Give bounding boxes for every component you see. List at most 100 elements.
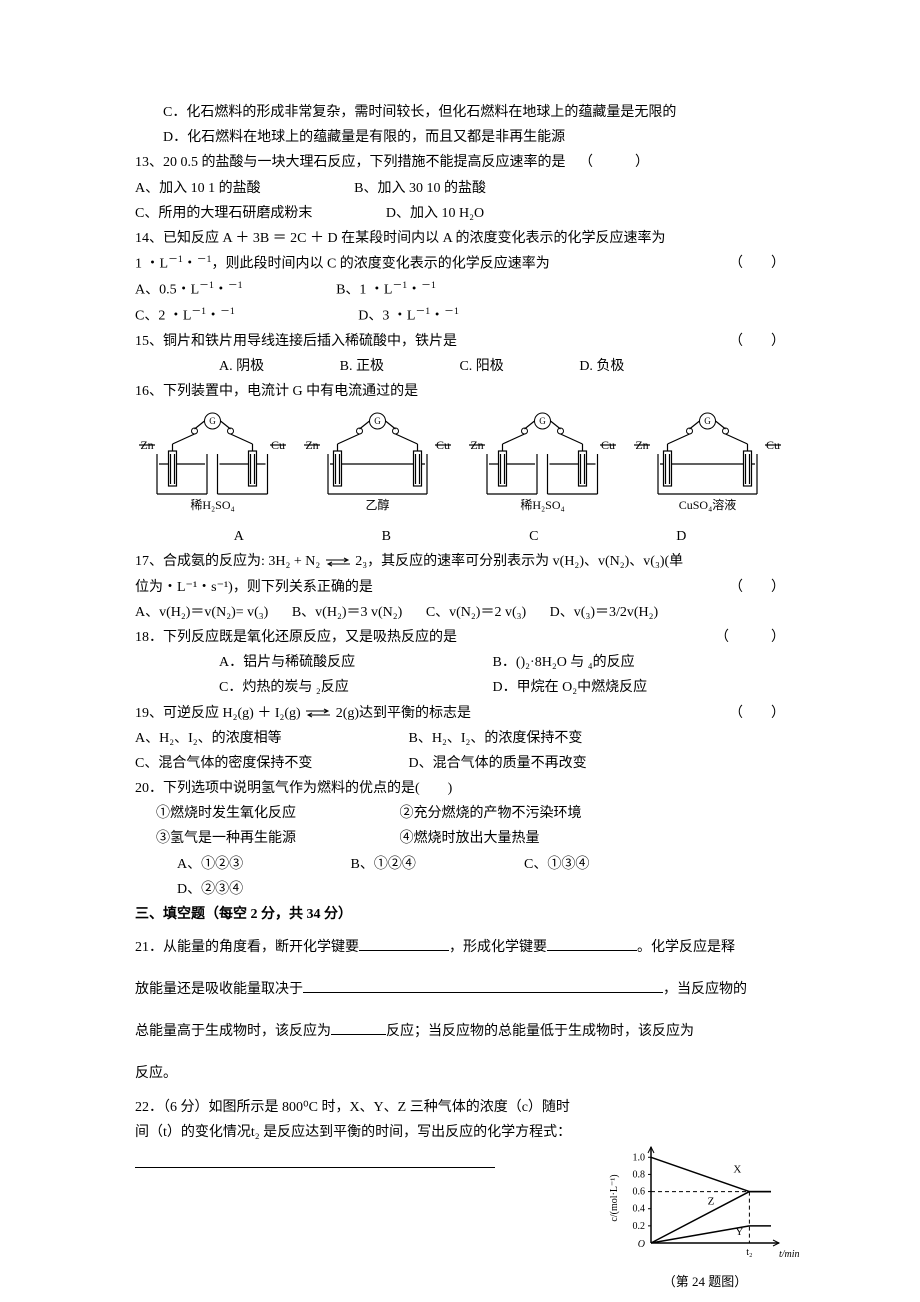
q18-d: D．甲烷在 O₂中燃烧反应 [451, 675, 648, 700]
circuit-diagram-C: GZnCu稀H₂SO₄ [465, 409, 620, 519]
q17-paren: （ ） [729, 575, 785, 600]
q17-stem-line2: 位为・L⁻¹・s⁻¹)，则下列关系正确的是 （ ） [135, 575, 785, 600]
q14-stem1: 14、已知反应 A ＋ 3B ＝ 2C ＋ D 在某段时间内以 A 的浓度变化表… [135, 226, 785, 251]
svg-text:乙醇: 乙醇 [365, 497, 389, 512]
q20-stem: 20．下列选项中说明氢气作为燃料的优点的是( ) [135, 776, 785, 801]
circuit-letter-B: B [313, 524, 461, 549]
q19-d: D、混合气体的质量不再改变 [409, 751, 587, 776]
q15-b: B. 正极 [298, 354, 384, 379]
q14-opts-cd: C、2 ・L－1・－1 D、3 ・L－1・－1 [135, 303, 785, 329]
q22-graph-wrap: 0.20.40.60.81.0Oc/(mol·L⁻¹)t/mint₂XZY （第… [605, 1135, 805, 1293]
q17-a: A、v(H₂)＝v(N₂)= v(₃) [135, 600, 268, 625]
q15-d: D. 负极 [537, 354, 624, 379]
q21-l4: 反应。 [135, 1053, 785, 1095]
circuit-diagram-D: GZnCuCuSO₄溶液 [630, 409, 785, 519]
q20-d: D、②③④ [177, 877, 243, 902]
q14-paren: （ ） [729, 251, 785, 276]
q21-l2: 放能量还是吸收能量取决于，当反应物的 [135, 969, 785, 1011]
q18-paren: （ ） [715, 625, 785, 650]
q15-stem: 15、铜片和铁片用导线连接后插入稀硫酸中，铁片是 [135, 334, 457, 349]
svg-text:t/min: t/min [779, 1249, 800, 1260]
q12-option-d: D．化石燃料在地球上的蕴藏量是有限的，而且又都是非再生能源 [135, 125, 785, 150]
q17-d: D、v(₃)＝3/2v(H₂) [550, 600, 659, 625]
q18-a: A．铝片与稀硫酸反应 [177, 650, 417, 675]
q17-opts: A、v(H₂)＝v(N₂)= v(₃) B、v(H₂)＝3 v(N₂) C、v(… [135, 600, 785, 625]
q14-s2-mid: ・ [183, 257, 197, 272]
q15-opts: A. 阴极 B. 正极 C. 阳极 D. 负极 [135, 354, 785, 379]
q19-a: A、H₂、I₂、的浓度相等 [135, 726, 375, 751]
q14-s2-sup2: －1 [197, 254, 212, 265]
q20-i4: ④燃烧时放出大量热量 [400, 831, 540, 846]
q14-stem2-pre: 1 ・L [135, 257, 168, 272]
q13-stem-line: 13、20 0.5 的盐酸与一块大理石反应，下列措施不能提高反应速率的是 （ ） [135, 150, 785, 175]
svg-text:CuSO₄溶液: CuSO₄溶液 [679, 497, 737, 512]
q20-items-34: ③氢气是一种再生能源 ④燃烧时放出大量热量 [135, 826, 785, 851]
q19-c: C、混合气体的密度保持不变 [135, 751, 375, 776]
q13-opts-ab: A、加入 10 1 的盐酸 B、加入 30 10 的盐酸 [135, 176, 785, 201]
q19-opts-ab: A、H₂、I₂、的浓度相等 B、H₂、I₂、的浓度保持不变 [135, 726, 785, 751]
q19-line: 19、可逆反应 H₂(g) ＋ I₂(g) 2(g)达到平衡的标志是 （ ） [135, 701, 785, 726]
svg-text:稀H₂SO₄: 稀H₂SO₄ [190, 498, 234, 512]
q14-a: A、0.5・L－1・－1 [135, 277, 243, 303]
q19-pre: 19、可逆反应 H₂(g) ＋ I₂(g) [135, 706, 304, 721]
q19-post: 2(g)达到平衡的标志是 [332, 706, 471, 721]
q14-s2-sup1: －1 [168, 254, 183, 265]
q13-b: B、加入 30 10 的盐酸 [354, 176, 486, 201]
q15-a: A. 阴极 [177, 354, 264, 379]
q14-b: B、1 ・L－1・－1 [336, 277, 436, 303]
q15-paren: （ ） [729, 329, 785, 354]
q13-paren: （ ） [579, 155, 649, 170]
q19-opts-cd: C、混合气体的密度保持不变 D、混合气体的质量不再改变 [135, 751, 785, 776]
svg-text:0.4: 0.4 [633, 1204, 646, 1215]
q17-stem-line1: 17、合成氨的反应为: 3H₂ + N₂ 2₃，其反应的速率可分别表示为 v(H… [135, 549, 785, 574]
q13-c: C、所用的大理石研磨成粉末 [135, 201, 312, 226]
q16-letters-row: ABCD [135, 524, 785, 549]
q18-opts-cd: C．灼热的炭与 ₂反应 D．甲烷在 O₂中燃烧反应 [135, 675, 785, 700]
circuit-diagram-A: GZnCu稀H₂SO₄ [135, 409, 290, 519]
svg-text:G: G [374, 416, 381, 426]
svg-text:t₂: t₂ [746, 1247, 752, 1258]
svg-text:Y: Y [735, 1226, 743, 1238]
q22-graph: 0.20.40.60.81.0Oc/(mol·L⁻¹)t/mint₂XZY [605, 1135, 805, 1265]
svg-text:c/(mol·L⁻¹): c/(mol·L⁻¹) [609, 1175, 620, 1222]
q20-items-12: ①燃烧时发生氧化反应 ②充分燃烧的产物不污染环境 [135, 801, 785, 826]
q14-stem2-line: 1 ・L－1・－1，则此段时间内以 C 的浓度变化表示的化学反应速率为 （ ） [135, 251, 785, 277]
q18-stem: 18．下列反应既是氧化还原反应，又是吸热反应的是 [135, 630, 457, 645]
q16-stem: 16、下列装置中，电流计 G 中有电流通过的是 [135, 379, 785, 404]
q19-b: B、H₂、I₂、的浓度保持不变 [409, 726, 583, 751]
q17-stem2: 位为・L⁻¹・s⁻¹)，则下列关系正确的是 [135, 580, 373, 595]
q16-diagrams-row: GZnCu稀H₂SO₄GZnCu乙醇GZnCu稀H₂SO₄GZnCuCuSO₄溶… [135, 409, 785, 519]
circuit-letter-C: C [460, 524, 608, 549]
q17-b: B、v(H₂)＝3 v(N₂) [292, 600, 402, 625]
circuit-letter-D: D [608, 524, 756, 549]
q18-c: C．灼热的炭与 ₂反应 [177, 675, 417, 700]
svg-text:0.6: 0.6 [633, 1187, 646, 1198]
q13-d: D、加入 10 H₂O [386, 201, 484, 226]
q20-a: A、①②③ [177, 852, 317, 877]
svg-text:G: G [704, 416, 711, 426]
q20-b: B、①②④ [351, 852, 491, 877]
svg-text:Z: Z [708, 1196, 715, 1208]
circuit-diagram-B: GZnCu乙醇 [300, 409, 455, 519]
q20-i1: ①燃烧时发生氧化反应 [156, 801, 396, 826]
q17-pre: 17、合成氨的反应为: 3H₂ + N₂ [135, 554, 324, 569]
q22-stem1: 22．（6 分）如图所示是 800⁰C 时，X、Y、Z 三种气体的浓度（c）随时 [135, 1095, 785, 1120]
svg-text:G: G [209, 416, 216, 426]
q21-l3: 总能量高于生成物时，该反应为反应；当反应物的总能量低于生成物时，该反应为 [135, 1011, 785, 1053]
svg-text:X: X [733, 1164, 741, 1176]
q14-d: D、3 ・L－1・－1 [358, 303, 459, 329]
q15-c: C. 阳极 [417, 354, 503, 379]
q13-a: A、加入 10 1 的盐酸 [135, 176, 261, 201]
q20-c: C、①③④ [524, 852, 664, 877]
q20-i3: ③氢气是一种再生能源 [156, 826, 396, 851]
section-3-title: 三、填空题（每空 2 分，共 34 分） [135, 902, 785, 927]
q18-opts-ab: A．铝片与稀硫酸反应 B．()₂·8H₂O 与 ₄的反应 [135, 650, 785, 675]
svg-text:O: O [638, 1239, 645, 1250]
q19-arrows [304, 706, 332, 721]
q22-caption: （第 24 题图） [605, 1270, 805, 1293]
q17-c: C、v(N₂)＝2 v(₃) [426, 600, 526, 625]
circuit-letter-A: A [165, 524, 313, 549]
q14-opts-ab: A、0.5・L－1・－1 B、1 ・L－1・－1 [135, 277, 785, 303]
q14-c: C、2 ・L－1・－1 [135, 303, 235, 329]
q21-l1: 21．从能量的角度看，断开化学键要，形成化学键要。化学反应是释 [135, 927, 785, 969]
